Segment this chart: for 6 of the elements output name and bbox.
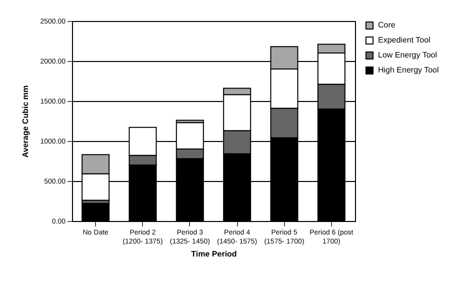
y-axis-title: Average Cubic mm xyxy=(21,85,30,158)
legend-label: Expedient Tool xyxy=(378,36,431,44)
x-axis-title: Time Period xyxy=(191,250,237,258)
legend-label: Core xyxy=(378,20,396,30)
legend-label: High Energy Tool xyxy=(378,66,439,74)
legend-label: Low Energy Tool xyxy=(378,50,438,60)
